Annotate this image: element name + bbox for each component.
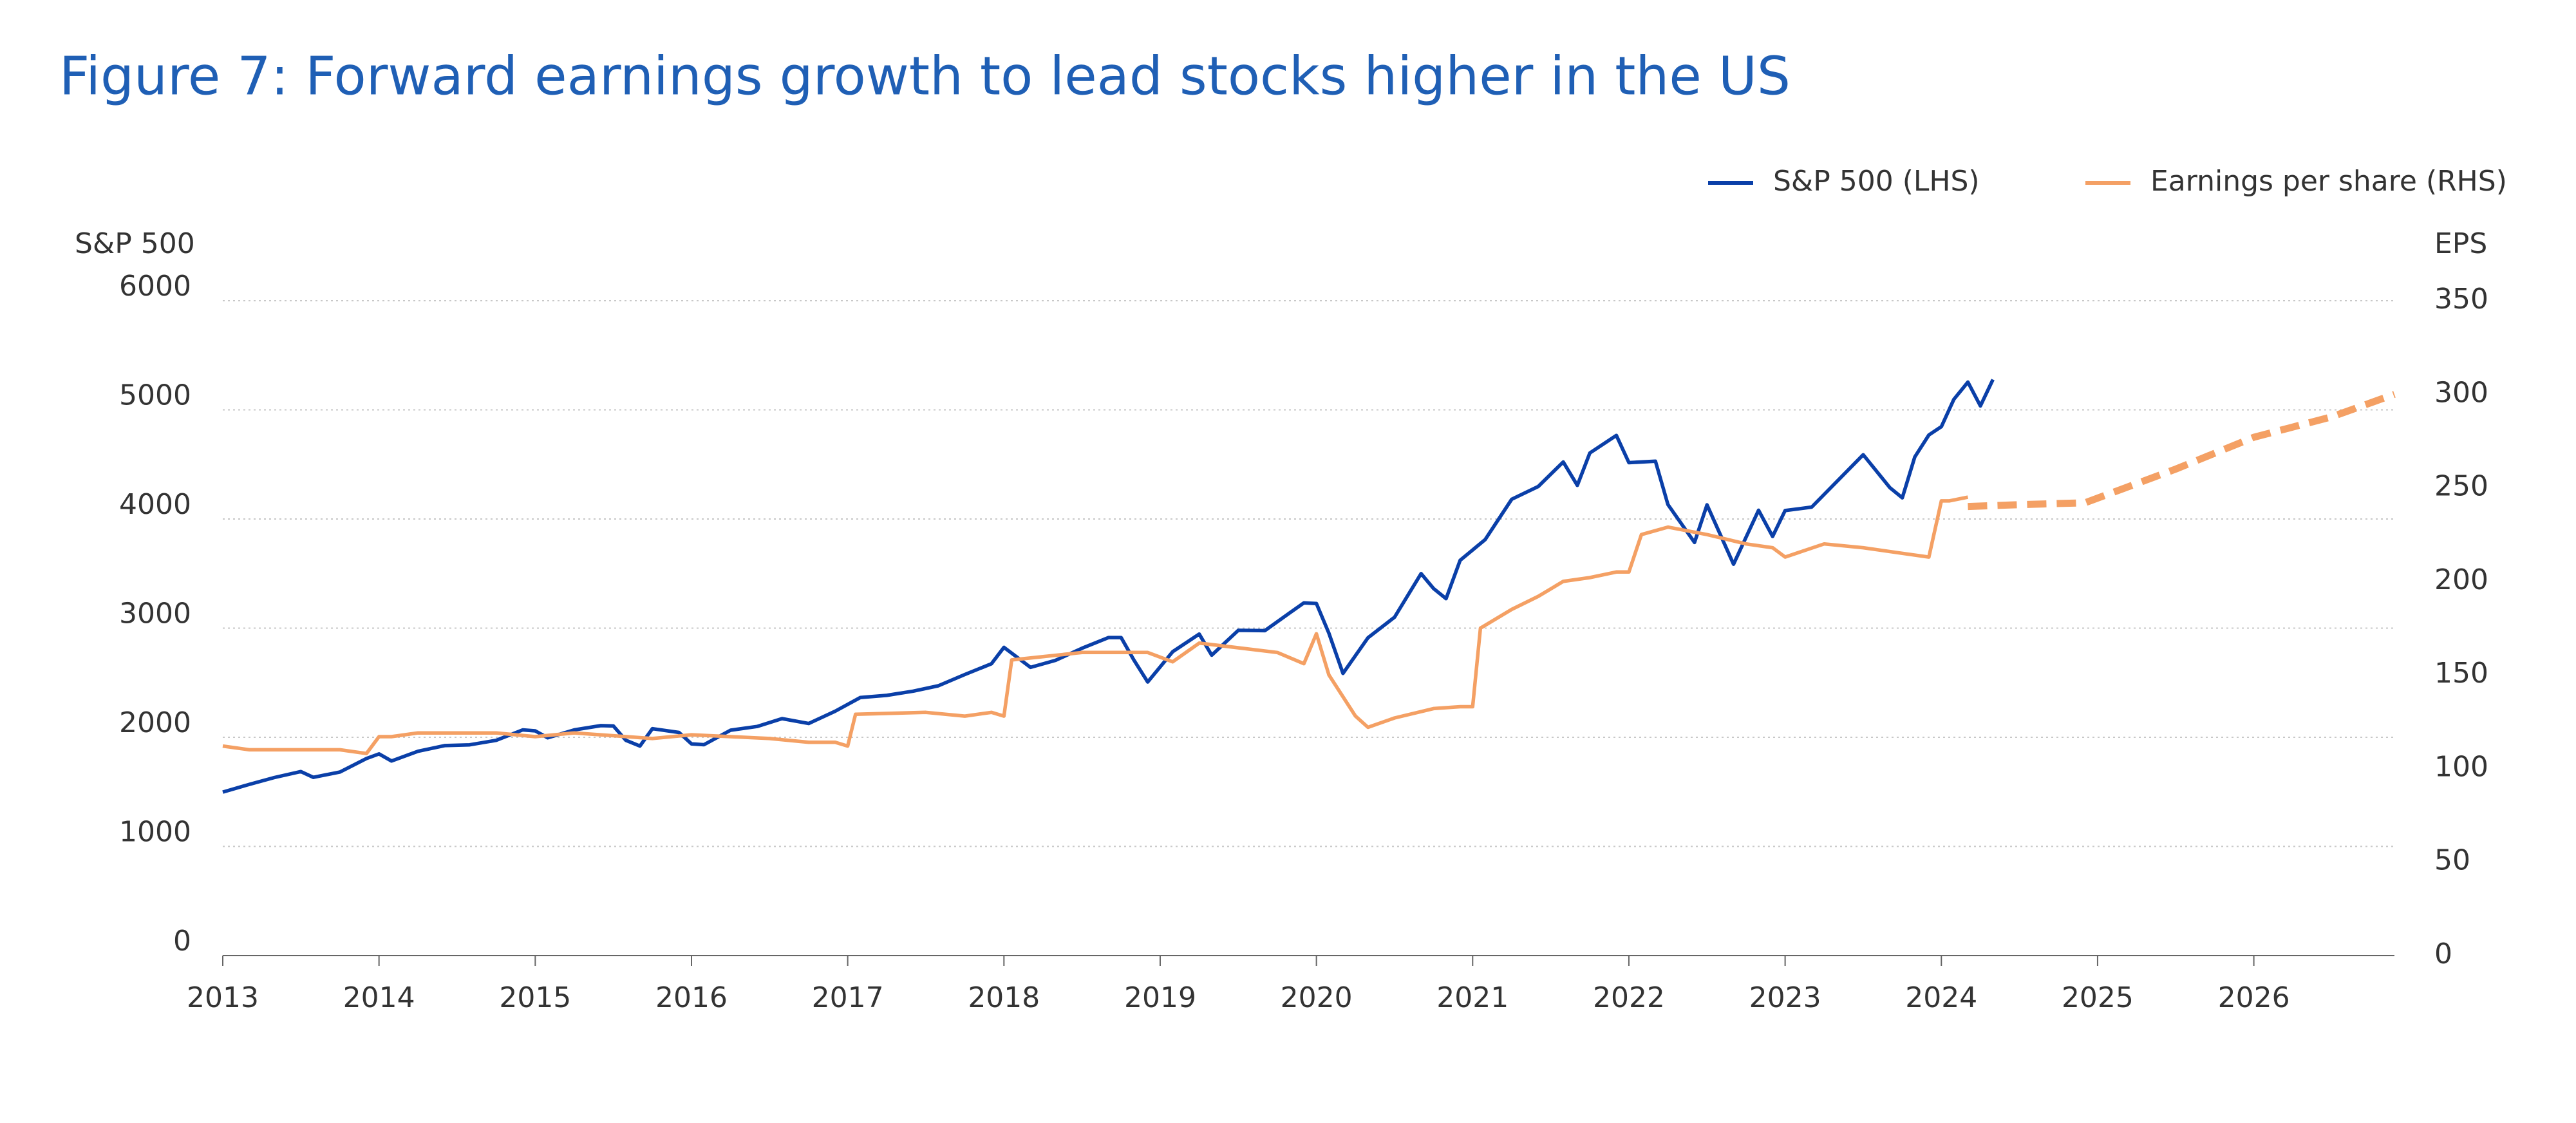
x-tick-label: 2024 xyxy=(1905,981,1977,1014)
series-line xyxy=(222,379,1995,794)
legend-label: S&P 500 (LHS) xyxy=(1773,165,1980,198)
x-tick-label: 2016 xyxy=(655,981,728,1014)
y2-tick-label: 0 xyxy=(2434,938,2452,970)
y2-tick-label: 200 xyxy=(2434,563,2488,596)
legend-label: Earnings per share (RHS) xyxy=(2150,165,2507,198)
y2-tick-label: 150 xyxy=(2434,657,2488,690)
x-tick-label: 2018 xyxy=(968,981,1040,1014)
x-tick-label: 2020 xyxy=(1281,981,1353,1014)
y2-tick-label: 100 xyxy=(2434,750,2488,783)
x-tick-label: 2013 xyxy=(187,981,259,1014)
x-tick-label: 2023 xyxy=(1749,981,1821,1014)
y2-tick-label: 350 xyxy=(2434,283,2488,316)
y-tick-label: 3000 xyxy=(119,598,191,630)
x-tick-label: 2015 xyxy=(499,981,571,1014)
y-tick-label: 1000 xyxy=(119,816,191,849)
y-tick-label: 2000 xyxy=(119,706,191,739)
x-tick-label: 2014 xyxy=(343,981,415,1014)
x-tick-label: 2026 xyxy=(2218,981,2290,1014)
series-line xyxy=(222,495,1969,755)
chart-title: Figure 7: Forward earnings growth to lea… xyxy=(59,46,1791,107)
x-tick-label: 2021 xyxy=(1436,981,1509,1014)
y2-tick-label: 250 xyxy=(2434,470,2488,503)
y-axis-title: S&P 500 xyxy=(75,227,195,260)
x-tick-label: 2022 xyxy=(1593,981,1665,1014)
y2-tick-label: 50 xyxy=(2434,844,2470,877)
y2-tick-label: 300 xyxy=(2434,376,2488,409)
y-tick-label: 6000 xyxy=(119,270,191,303)
y-tick-label: 5000 xyxy=(119,379,191,412)
forecast-line xyxy=(1968,391,2396,511)
x-tick-label: 2017 xyxy=(812,981,884,1014)
y2-axis-title: EPS xyxy=(2434,227,2487,260)
x-tick-label: 2019 xyxy=(1124,981,1196,1014)
y-tick-label: 4000 xyxy=(119,488,191,521)
y-tick-label: 0 xyxy=(173,925,191,958)
x-tick-label: 2025 xyxy=(2062,981,2134,1014)
